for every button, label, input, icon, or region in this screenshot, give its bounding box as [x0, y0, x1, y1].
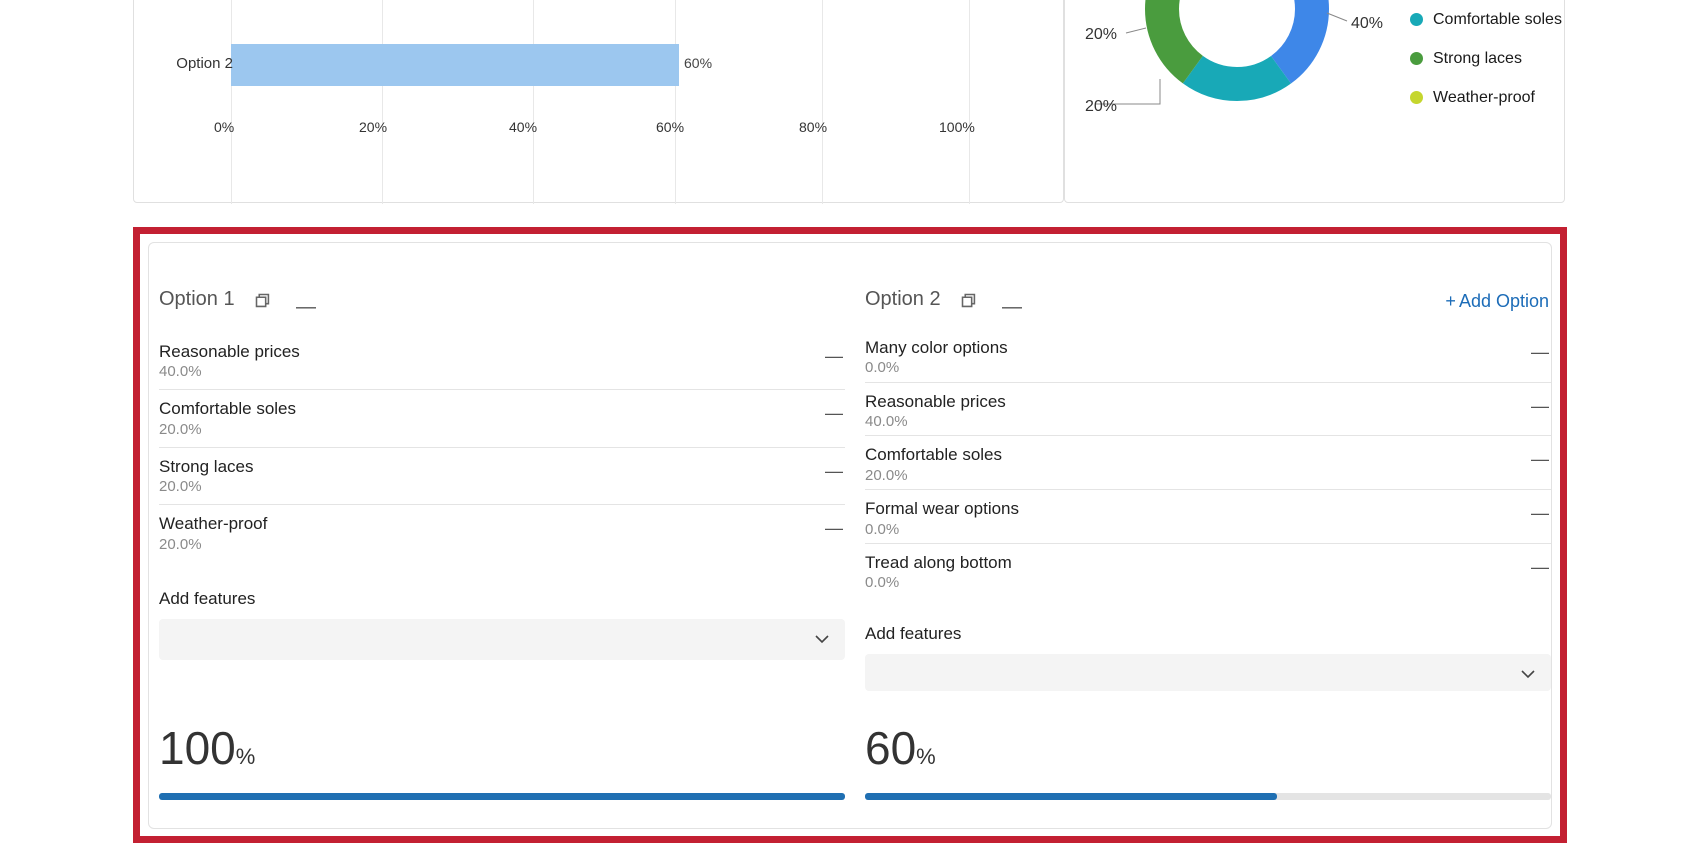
svg-text:40%: 40%	[1351, 15, 1383, 32]
svg-text:20%: 20%	[1085, 26, 1117, 43]
svg-text:20%: 20%	[1085, 98, 1117, 115]
